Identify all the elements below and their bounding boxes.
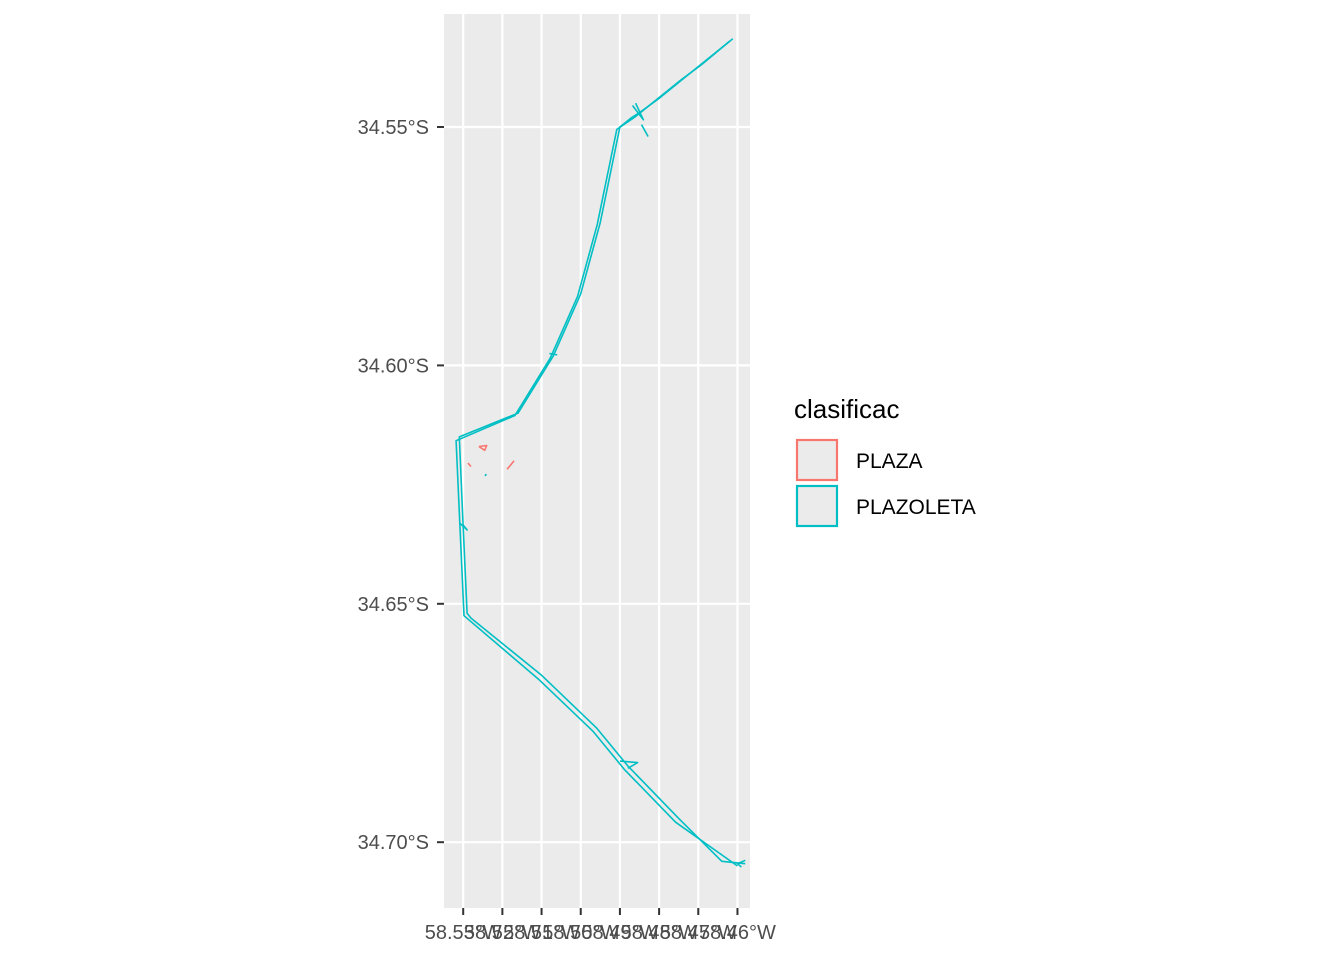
- x-tick-label: 58.46°W: [699, 922, 776, 944]
- x-tick-label: 58.48°W: [621, 922, 698, 944]
- data-layer: [455, 38, 746, 868]
- x-tick-label: 58.51°W: [503, 922, 580, 944]
- y-axis: 34.55°S 34.60°S 34.65°S 34.70°S: [358, 117, 444, 854]
- legend-key-plaza: [795, 438, 839, 482]
- geometry-plazoleta: [549, 352, 558, 356]
- y-tick-label: 34.55°S: [358, 117, 429, 139]
- y-tick-label: 34.70°S: [358, 832, 429, 854]
- x-axis: 58.53°W58.52°W58.51°W58.50°W58.49°W58.48…: [425, 908, 776, 944]
- legend-key-bg: [795, 484, 839, 528]
- legend: clasificac PLAZA PLAZOLETA: [794, 394, 976, 528]
- geometry-plazoleta: [736, 859, 746, 868]
- geometry-plaza: [506, 460, 515, 470]
- y-tick-label: 34.60°S: [358, 355, 429, 377]
- geometry-plazoleta: [484, 473, 487, 477]
- panel-background: [444, 14, 750, 908]
- x-tick-label: 58.49°W: [581, 922, 658, 944]
- geometry-plazoleta: [458, 522, 468, 531]
- x-tick-label: 58.50°W: [542, 922, 619, 944]
- x-tick-label: 58.52°W: [464, 922, 541, 944]
- geometry-plazoleta: [631, 102, 645, 121]
- legend-label: PLAZOLETA: [856, 496, 976, 519]
- x-tick-label: 58.53°W: [425, 922, 502, 944]
- x-tick-label: 58.47°W: [660, 922, 737, 944]
- geometry-plazoleta: [455, 40, 738, 867]
- geometry-plazoleta: [640, 124, 649, 137]
- y-tick-label: 34.65°S: [358, 594, 429, 616]
- geometry-plaza: [478, 444, 488, 452]
- legend-title: clasificac: [794, 394, 899, 424]
- geometry-plaza: [467, 462, 472, 468]
- geometry-plazoleta: [619, 760, 639, 769]
- legend-key-plazoleta: [795, 484, 839, 528]
- legend-label: PLAZA: [856, 450, 923, 473]
- grid-lines: [444, 14, 750, 908]
- legend-key-bg: [795, 438, 839, 482]
